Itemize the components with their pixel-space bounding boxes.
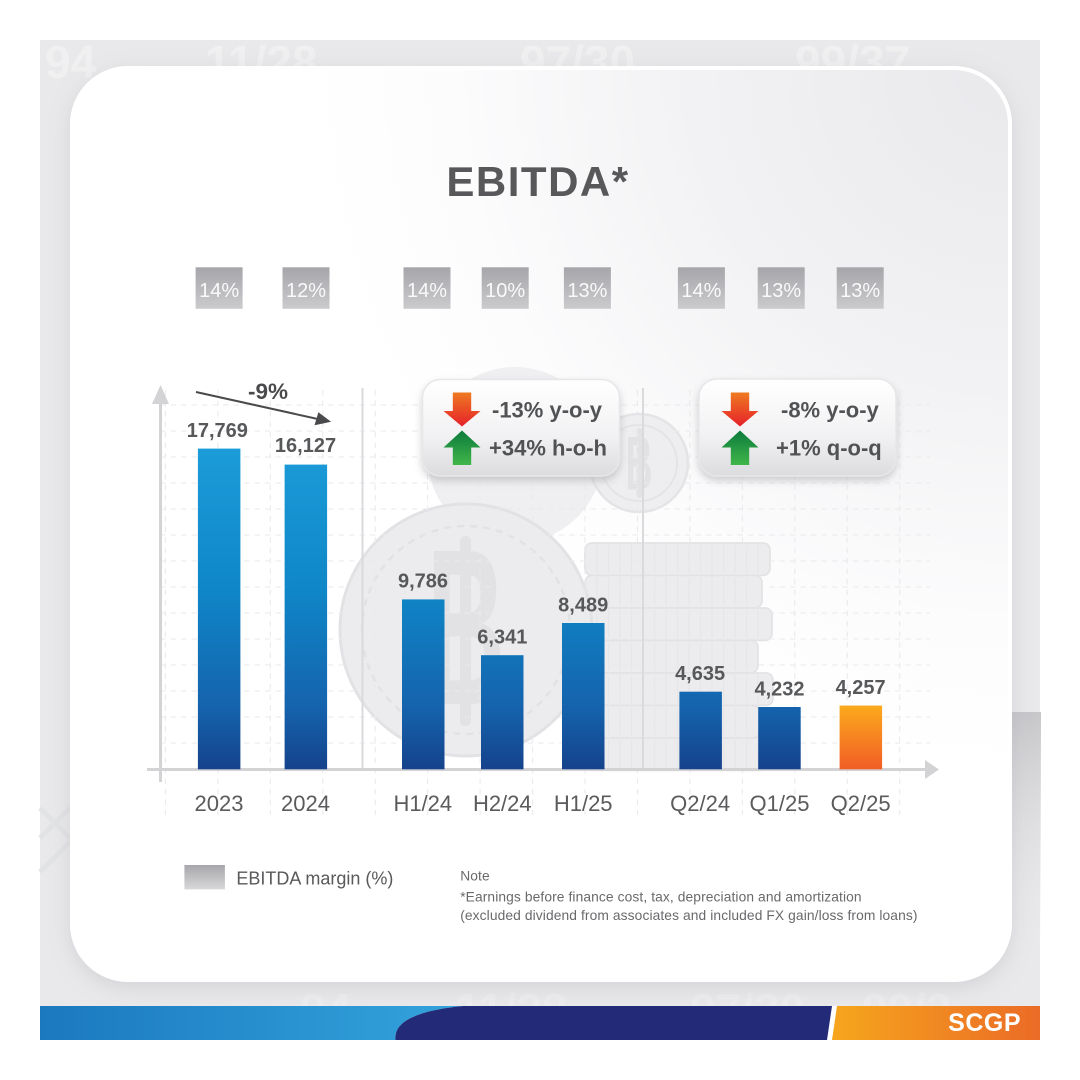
svg-text:13%: 13% <box>567 280 607 302</box>
svg-text:Q2/25: Q2/25 <box>831 791 891 816</box>
svg-text:9,786: 9,786 <box>398 571 448 593</box>
svg-text:2024: 2024 <box>281 791 330 816</box>
svg-text:13%: 13% <box>840 280 880 302</box>
svg-text:14%: 14% <box>407 280 447 302</box>
svg-text:8,489: 8,489 <box>558 594 608 616</box>
svg-text:94: 94 <box>45 36 97 88</box>
svg-text:16,127: 16,127 <box>275 435 336 457</box>
svg-text:Q2/24: Q2/24 <box>670 791 730 816</box>
svg-text:13%: 13% <box>761 280 801 302</box>
svg-text:+34% h-o-h: +34% h-o-h <box>489 436 607 461</box>
svg-text:(excluded dividend from associ: (excluded dividend from associates and i… <box>460 908 917 923</box>
svg-text:4,257: 4,257 <box>836 677 886 699</box>
svg-text:4,232: 4,232 <box>754 678 804 700</box>
svg-text:14%: 14% <box>199 280 239 302</box>
svg-text:EBITDA margin (%): EBITDA margin (%) <box>236 869 393 889</box>
svg-text:12%: 12% <box>286 280 326 302</box>
svg-text:H1/24: H1/24 <box>393 791 452 816</box>
svg-text:*Earnings before finance cost,: *Earnings before finance cost, tax, depr… <box>460 889 861 904</box>
svg-text:17,769: 17,769 <box>187 420 248 442</box>
svg-text:14%: 14% <box>681 280 721 302</box>
svg-text:EBITDA*: EBITDA* <box>446 158 629 205</box>
svg-text:Note: Note <box>460 869 490 884</box>
svg-text:Q1/25: Q1/25 <box>750 791 810 816</box>
svg-text:H1/25: H1/25 <box>554 791 613 816</box>
svg-text:H2/24: H2/24 <box>473 791 532 816</box>
svg-text:B: B <box>625 421 652 506</box>
svg-text:10%: 10% <box>485 280 525 302</box>
svg-text:2023: 2023 <box>195 791 244 816</box>
svg-text:4,635: 4,635 <box>675 663 725 685</box>
svg-text:+1% q-o-q: +1% q-o-q <box>776 436 882 461</box>
svg-text:-9%: -9% <box>248 379 288 404</box>
svg-text:6,341: 6,341 <box>477 627 527 649</box>
svg-text:SCGP: SCGP <box>948 1009 1021 1037</box>
svg-text:-8% y-o-y: -8% y-o-y <box>781 398 880 423</box>
svg-text:-13% y-o-y: -13% y-o-y <box>492 398 603 423</box>
